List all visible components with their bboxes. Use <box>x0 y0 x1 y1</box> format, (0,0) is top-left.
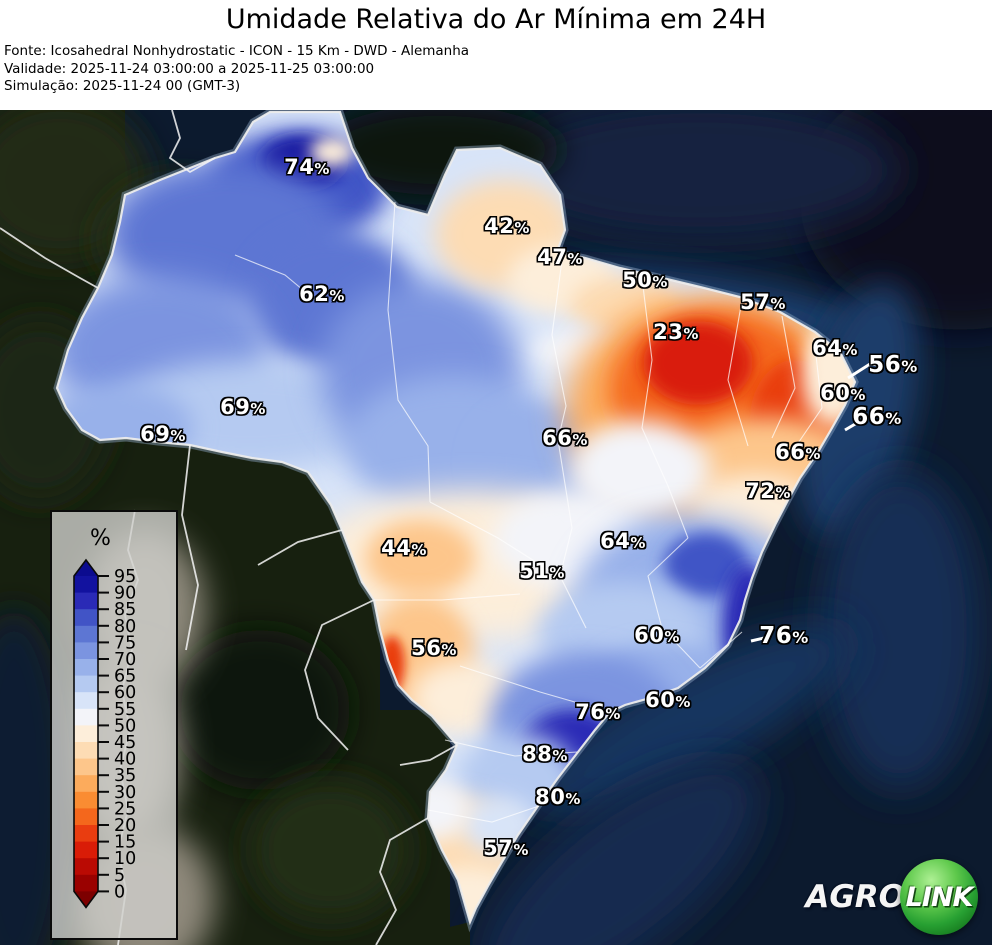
legend-tick-label: 40 <box>114 750 136 770</box>
source-line: Fonte: Icosahedral Nonhydrostatic - ICON… <box>4 43 470 59</box>
legend-tick-label: 70 <box>114 650 136 670</box>
legend-tick-label: 30 <box>114 783 136 803</box>
legend-tick-label: 90 <box>114 584 136 604</box>
legend-band <box>74 609 98 627</box>
legend-band <box>74 675 98 693</box>
legend-band <box>74 858 98 876</box>
legend-tick-label: 65 <box>114 667 136 687</box>
legend-band <box>74 576 98 594</box>
page-title: Umidade Relativa do Ar Mínima em 24H <box>225 4 767 35</box>
legend-tick-label: 95 <box>114 567 136 587</box>
legend-tick-label: 25 <box>114 799 136 819</box>
legend-band <box>74 775 98 793</box>
ocean-texture <box>479 110 992 945</box>
legend-tick-label: 60 <box>114 683 136 703</box>
legend-tick-label: 85 <box>114 600 136 620</box>
legend-unit-label: % <box>90 526 111 551</box>
legend-band <box>74 642 98 660</box>
legend-band <box>74 742 98 760</box>
header-info-block: Fonte: Icosahedral Nonhydrostatic - ICON… <box>4 43 469 96</box>
legend-band <box>74 825 98 843</box>
agrolink-logo: AGRO LINK <box>805 859 978 935</box>
legend-band <box>74 659 98 677</box>
humidity-map: 74% 42% 47% 50% 57% 62% 23% 64% 56% 60% 66% 69% 69% 6… <box>0 110 992 945</box>
validity-line: Validade: 2025-11-24 03:00:00 a 2025-11-… <box>4 60 375 77</box>
legend-tick-label: 10 <box>114 849 136 869</box>
legend-band <box>74 758 98 776</box>
legend-band <box>74 791 98 809</box>
legend-band <box>74 692 98 710</box>
legend-tick-label: 50 <box>114 716 136 736</box>
legend: % 95 90 85 80 75 70 65 60 55 50 45 40 35 30 25 20 15 10 5 0 <box>50 510 178 940</box>
simulation-line: Simulação: 2025-11-24 00 (GMT-3) <box>4 78 241 94</box>
logo-text-link: LINK <box>905 881 974 913</box>
legend-tick-label: 20 <box>114 816 136 836</box>
legend-band <box>74 625 98 643</box>
legend-band <box>74 808 98 826</box>
legend-tick-label: 0 <box>114 882 125 902</box>
legend-arrow-bottom <box>74 891 98 908</box>
legend-band <box>74 592 98 610</box>
state-borders <box>234 201 823 823</box>
legend-tick-label: 35 <box>114 766 136 786</box>
legend-tick-label: 80 <box>114 617 136 637</box>
legend-tick-label: 55 <box>114 700 136 720</box>
legend-band <box>74 841 98 859</box>
legend-tick-label: 5 <box>114 866 125 886</box>
legend-band <box>74 725 98 743</box>
logo-text-agro: AGRO <box>805 879 905 915</box>
legend-tick-label: 75 <box>114 633 136 653</box>
legend-tick-label: 15 <box>114 833 136 853</box>
logo-green-ball: LINK <box>900 859 978 935</box>
legend-tick-label: 45 <box>114 733 136 753</box>
legend-arrow-top <box>74 560 98 576</box>
legend-band <box>74 708 98 726</box>
legend-band <box>74 874 98 892</box>
